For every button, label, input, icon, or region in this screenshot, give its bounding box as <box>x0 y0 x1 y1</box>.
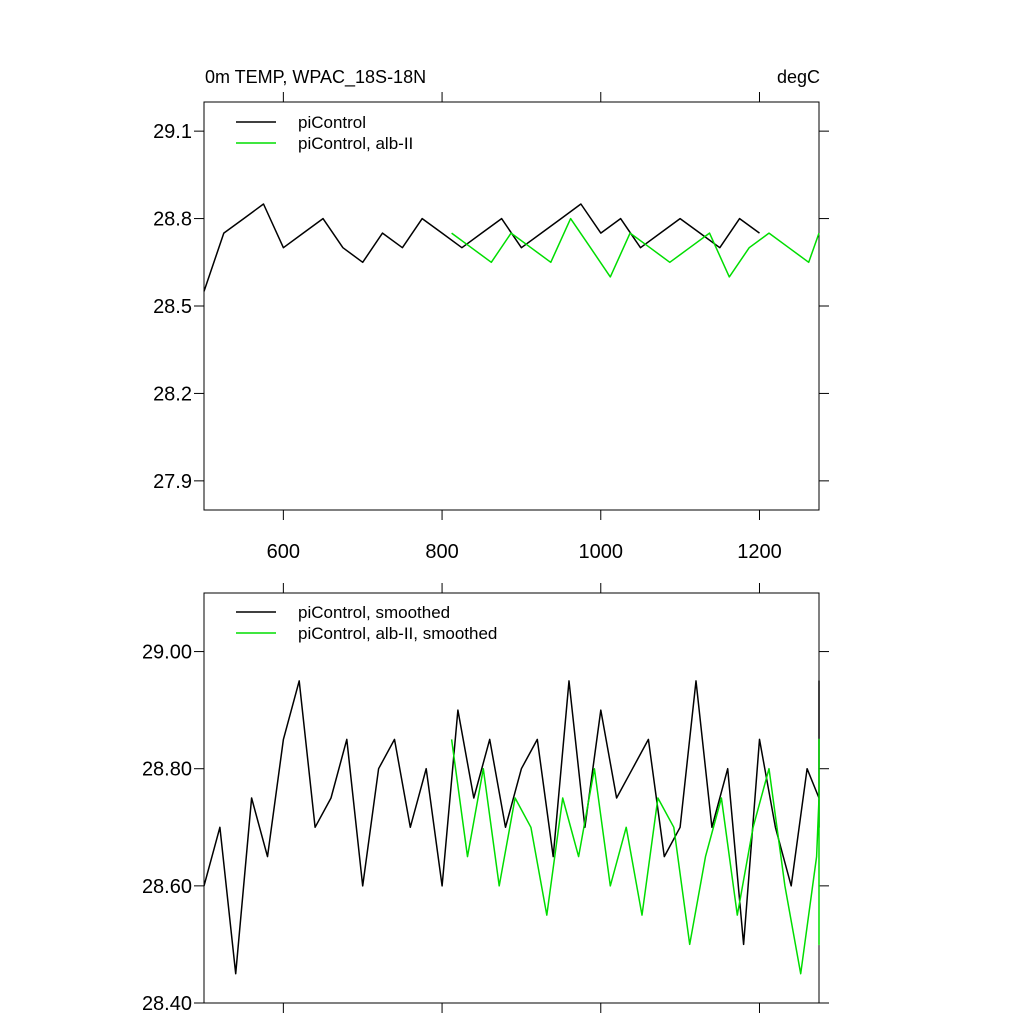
bottom-y-tick-label: 29.00 <box>142 642 192 664</box>
top-plot-frame <box>203 101 820 511</box>
bottom-y-tick-label: 28.60 <box>142 876 192 898</box>
top-legend-label-picontrol: piControl <box>298 113 366 132</box>
bottom-series-group <box>203 680 820 975</box>
top-x-tick-label: 800 <box>425 541 458 563</box>
top-chart-units: degC <box>777 67 820 87</box>
bottom-y-tick-label: 28.40 <box>142 993 192 1015</box>
top-y-tick-label: 29.1 <box>153 121 192 143</box>
top-x-tick-label: 1200 <box>737 541 782 563</box>
top-y-tick-label: 28.5 <box>153 296 192 318</box>
top-legend: piControl piControl, alb-II <box>236 113 413 153</box>
bottom-legend-label-smoothed: piControl, smoothed <box>298 603 450 622</box>
bottom-panel: 28.40 28.60 28.80 29.00 piControl, smoothed… <box>142 583 829 1015</box>
top-chart-title: 0m TEMP, WPAC_18S-18N <box>205 67 426 88</box>
bottom-plot-frame <box>203 592 820 1004</box>
top-y-tick-label: 28.2 <box>153 383 192 405</box>
top-x-tick-label: 1000 <box>579 541 624 563</box>
top-series-line-0 <box>203 203 760 292</box>
top-axis-ticks: 27.9 28.2 28.5 28.8 29.1 600 800 1000 1200 <box>153 92 829 563</box>
top-panel: 0m TEMP, WPAC_18S-18N degC 27.928.228.52… <box>153 67 829 563</box>
bottom-legend-label-alb-smoothed: piControl, alb-II, smoothed <box>298 624 497 643</box>
top-series-line-1 <box>451 217 820 278</box>
top-x-tick-label: 600 <box>267 541 300 563</box>
top-legend-label-alb: piControl, alb-II <box>298 134 413 153</box>
top-y-tick-label: 28.8 <box>153 209 192 231</box>
top-series-group <box>203 203 820 292</box>
bottom-legend: piControl, smoothed piControl, alb-II, s… <box>236 603 497 643</box>
bottom-axis-ticks: 28.40 28.60 28.80 29.00 <box>142 583 829 1015</box>
bottom-series-line-1 <box>450 738 820 975</box>
bottom-y-tick-label: 28.80 <box>142 759 192 781</box>
top-y-tick-label: 27.9 <box>153 471 192 493</box>
bottom-series-line-0 <box>203 680 820 975</box>
